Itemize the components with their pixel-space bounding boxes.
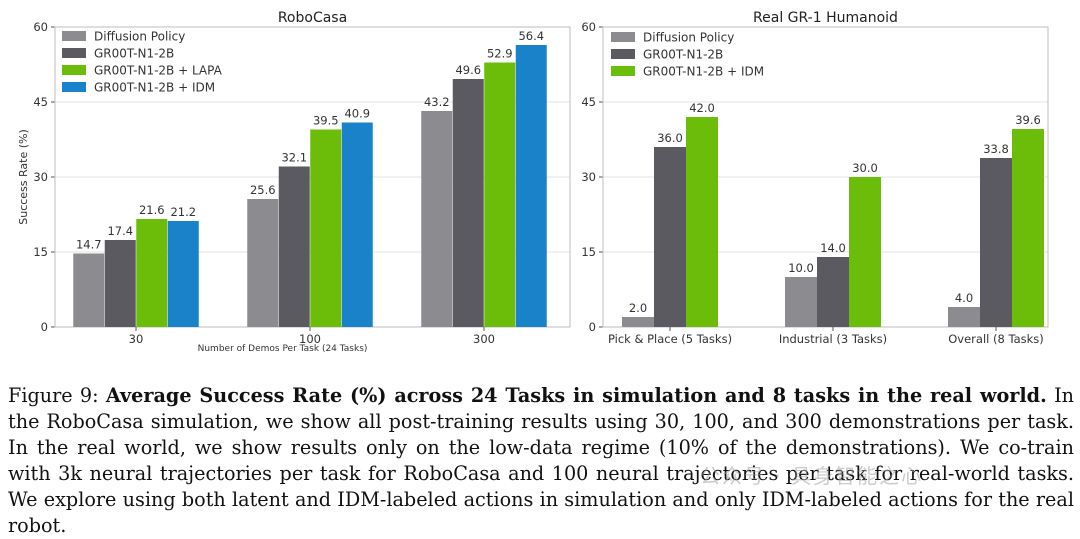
p1-data-label: 39.5 [313,114,339,128]
p2-bar [948,307,980,327]
p2-data-label: 10.0 [788,261,814,275]
p1-bar [484,62,516,327]
p2-legend-swatch [611,49,635,59]
p2-legend-label: GR00T-N1-2B [643,48,723,62]
p1-ytick-label: 45 [33,95,48,109]
p2-xtick-label: Overall (8 Tasks) [948,332,1044,346]
p2-ytick-label: 45 [581,95,596,109]
p1-data-label: 17.4 [107,224,133,238]
p1-bar [167,221,199,327]
p1-xtick-label: 100 [299,332,321,346]
p1-bar [452,79,484,327]
p1-xtick-label: 300 [473,332,495,346]
p1-data-label: 40.9 [344,107,370,121]
p1-bar [247,199,279,327]
p2-ytick-label: 60 [581,20,596,34]
p1-ytick-label: 0 [41,320,48,334]
p2-bar [785,277,817,327]
p1-legend-label: GR00T-N1-2B + LAPA [94,64,223,78]
p2-data-label: 39.6 [1015,113,1041,127]
caption-text: In the RoboCasa simulation, we show all … [8,384,1075,537]
p1-x-axis-label: Number of Demos Per Task (24 Tasks) [198,344,368,354]
p1-data-label: 14.7 [76,238,102,252]
p2-data-label: 4.0 [955,291,973,305]
caption-label: Figure 9: [8,384,99,407]
p2-chart-title: Real GR-1 Humanoid [753,10,898,26]
p1-legend-swatch [62,82,86,92]
p1-legend-swatch [62,65,86,75]
p1-data-label: 21.2 [170,205,196,219]
p2-xtick-label: Industrial (3 Tasks) [779,332,887,346]
p1-bar [278,166,310,327]
p1-bar [310,129,342,327]
p2-ytick-label: 30 [581,170,596,184]
caption-bold: Average Success Rate (%) across 24 Tasks… [105,384,1047,407]
p1-legend-label: Diffusion Policy [94,30,185,44]
charts-figure: 0 15 30 45 60 RoboCasa Success Rate (%) 14.7 17.… [17,10,1049,354]
p2-bar [849,177,881,327]
p1-data-label: 49.6 [455,63,481,77]
p1-bar [515,45,547,327]
p2-xtick-label: Pick & Place (5 Tasks) [608,332,732,346]
p2-ytick-label: 15 [581,245,596,259]
watermark: 公众号 · 具身智能之心 [700,464,924,488]
p1-bar [104,240,136,327]
p1-data-label: 52.9 [487,47,513,61]
p1-legend-swatch [62,31,86,41]
p2-legend-label: GR00T-N1-2B + IDM [643,65,764,79]
p2-bar [686,117,718,327]
p1-data-label: 25.6 [250,183,276,197]
p1-bar [421,111,453,327]
p2-legend-swatch [611,66,635,76]
p1-bar [73,253,105,327]
p2-data-label: 2.0 [629,301,647,315]
p1-ytick-label: 60 [33,20,48,34]
p2-data-label: 30.0 [852,161,878,175]
figure-caption: Figure 9: Average Success Rate (%) acros… [8,383,1074,539]
p1-y-axis-label: Success Rate (%) [17,129,30,225]
p1-xtick-label: 30 [129,332,144,346]
p2-ytick-label: 0 [589,320,596,334]
p2-bar [1012,129,1044,327]
p1-legend-label: GR00T-N1-2B [94,47,174,61]
p2-bar [622,317,654,327]
p2-data-label: 36.0 [657,131,683,145]
p1-bar [136,219,168,327]
p2-legend-swatch [611,32,635,42]
p1-ytick-label: 15 [33,245,48,259]
p1-data-label: 43.2 [424,95,450,109]
p2-legend-label: Diffusion Policy [643,31,734,45]
p2-bar [980,158,1012,327]
p1-ytick-label: 30 [33,170,48,184]
p1-legend-label: GR00T-N1-2B + IDM [94,81,215,95]
p1-data-label: 21.6 [139,203,165,217]
p1-data-label: 32.1 [281,151,307,165]
p2-data-label: 33.8 [983,142,1009,156]
p1-chart-title: RoboCasa [278,10,347,26]
p2-data-label: 42.0 [689,101,715,115]
p1-bar [341,122,373,327]
p2-data-label: 14.0 [820,241,846,255]
p1-data-label: 56.4 [518,29,544,43]
p2-bar [817,257,849,327]
p2-bar [654,147,686,327]
p1-legend-swatch [62,48,86,58]
